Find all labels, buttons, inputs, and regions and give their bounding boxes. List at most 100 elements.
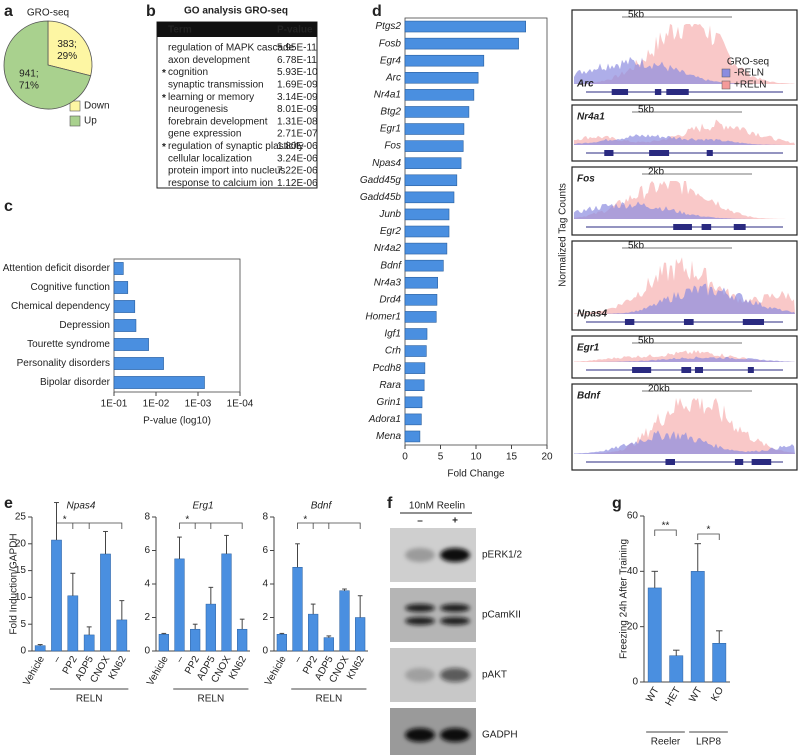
y-tick-label: 0	[20, 646, 26, 657]
bar	[205, 603, 216, 652]
scale-label: 5kb	[628, 241, 645, 252]
category-label: Vehicle	[263, 654, 289, 688]
bar	[404, 54, 485, 67]
category-label: Drd4	[379, 294, 401, 305]
bar	[690, 571, 705, 683]
exon	[666, 89, 680, 95]
error-bar	[119, 600, 125, 620]
lane-label: –	[417, 516, 423, 527]
bar	[355, 617, 366, 652]
error-bar	[54, 502, 59, 541]
bar	[308, 613, 319, 652]
table-header: P-value	[277, 25, 313, 36]
legend-swatch	[721, 68, 731, 78]
bar	[404, 106, 470, 118]
category-label: Depression	[59, 320, 110, 331]
table-pvalue: 1.80E-06	[277, 141, 318, 152]
gene-label: Fos	[577, 174, 595, 185]
gene-label: Nr4a1	[577, 112, 605, 123]
bar	[83, 634, 95, 652]
bar	[339, 590, 350, 652]
category-label: Bdnf	[380, 260, 402, 271]
y-tick-label: 2	[144, 612, 150, 623]
bar	[113, 281, 129, 294]
x-tick-label: 1E-03	[185, 399, 212, 410]
exon	[611, 89, 629, 95]
error-bar	[342, 588, 347, 591]
scale-label: 5kb	[638, 105, 655, 116]
bar	[404, 20, 526, 33]
track-signal	[574, 430, 795, 454]
table-term: response to calcium ion	[168, 178, 273, 189]
y-tick-label: 0	[632, 677, 638, 688]
exon	[701, 224, 712, 230]
category-label: Attention deficit disorder	[3, 263, 111, 274]
blot-band	[440, 604, 470, 612]
category-label: Rara	[379, 380, 401, 391]
category-label: Crh	[385, 346, 402, 357]
chart-title: Erg1	[192, 501, 213, 512]
category-label: Egr2	[380, 226, 402, 237]
category-label: Igf1	[384, 329, 401, 340]
table-header: Term	[168, 25, 192, 36]
band-label: pERK1/2	[482, 550, 522, 561]
category-label: Vehicle	[21, 654, 47, 688]
bar	[113, 319, 137, 332]
category-label: Fos	[384, 141, 401, 152]
bar	[174, 558, 185, 652]
bar	[404, 430, 421, 443]
legend-swatch	[69, 100, 81, 112]
y-tick-label: 4	[144, 579, 150, 590]
legend-label: Down	[84, 101, 110, 112]
blot-band	[440, 668, 470, 682]
y-tick-label: 0	[262, 646, 268, 657]
bar	[323, 637, 334, 652]
error-bar	[86, 626, 92, 635]
table-pvalue: 7.22E-06	[277, 166, 318, 177]
error-bar	[70, 572, 76, 596]
x-axis-label: Fold Change	[447, 469, 505, 480]
x-tick-label: 20	[541, 452, 553, 463]
bar	[276, 634, 287, 652]
y-axis-label: Fold Induction/GAPDH	[9, 533, 20, 634]
blot-band	[405, 548, 435, 562]
chart-title: Npas4	[67, 501, 96, 512]
x-tick-label: 5	[438, 452, 444, 463]
x-tick-label: 0	[402, 452, 408, 463]
table-star: *	[162, 68, 166, 79]
x-tick-label: 1E-01	[101, 399, 128, 410]
legend-swatch	[721, 80, 731, 90]
group-label: RELN	[315, 694, 342, 705]
track-signal	[574, 201, 795, 219]
bar	[404, 225, 450, 238]
blot-band	[405, 728, 435, 742]
scale-label: 20kb	[648, 384, 670, 395]
panel-label: d	[372, 3, 382, 20]
error-bar	[37, 644, 43, 646]
exon	[654, 89, 662, 95]
bar	[221, 553, 232, 652]
scale-label: 2kb	[648, 167, 665, 178]
table-term: regulation of synaptic plasticity	[168, 141, 304, 152]
exon	[632, 367, 652, 373]
exon	[604, 150, 611, 156]
panel-label: b	[146, 3, 156, 20]
table-pvalue: 1.69E-09	[277, 80, 318, 91]
table-term: learning or memory	[168, 92, 254, 103]
blot-strip	[390, 588, 476, 642]
bar	[404, 379, 425, 391]
category-label: Nr4a3	[374, 277, 402, 288]
category-label: Cognitive function	[31, 282, 111, 293]
bar	[669, 655, 684, 683]
table-pvalue: 5.95E-11	[277, 43, 317, 54]
bar	[404, 242, 448, 255]
error-bar	[310, 603, 316, 615]
error-bar	[192, 623, 198, 630]
legend-title: GRO-seq	[727, 57, 769, 68]
exon	[681, 367, 692, 373]
track-signal	[574, 56, 795, 84]
legend-label: Up	[84, 116, 97, 127]
bar	[404, 157, 462, 169]
bar	[113, 300, 136, 313]
bar	[404, 311, 437, 323]
